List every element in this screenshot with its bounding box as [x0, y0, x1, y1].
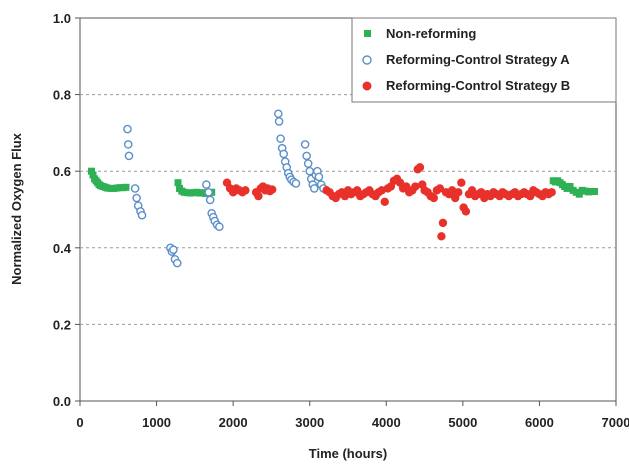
data-point — [310, 184, 319, 193]
x-tick-label: 3000 — [295, 415, 324, 430]
y-tick-label: 0.8 — [53, 88, 71, 103]
x-axis-title: Time (hours) — [309, 446, 388, 461]
data-point — [429, 193, 438, 203]
x-tick-label: 6000 — [525, 415, 554, 430]
data-point — [169, 245, 178, 255]
data-point — [575, 190, 583, 198]
series-2 — [222, 163, 556, 241]
data-point — [302, 151, 311, 161]
series-1 — [123, 109, 328, 268]
data-point — [122, 183, 130, 191]
data-point — [215, 222, 224, 232]
data-point — [241, 186, 250, 195]
x-tick-label: 1000 — [142, 415, 171, 430]
data-point — [267, 185, 277, 194]
data-point — [132, 193, 141, 203]
x-tick-label: 7000 — [602, 415, 629, 430]
y-tick-label: 0.2 — [53, 317, 71, 332]
data-point — [566, 183, 574, 191]
legend-label-strategy-b: Reforming-Control Strategy B — [386, 78, 570, 93]
data-point — [89, 171, 97, 179]
x-tick-label: 2000 — [219, 415, 248, 430]
x-axis-ticks: 0 1000 2000 3000 4000 5000 6000 7000 — [76, 401, 629, 430]
data-point — [254, 191, 263, 201]
data-point — [300, 140, 310, 149]
legend-open-circle-icon — [362, 55, 372, 65]
data-point — [438, 218, 448, 228]
data-point — [130, 184, 140, 193]
data-point — [435, 184, 445, 193]
y-tick-label: 0.6 — [53, 164, 71, 179]
legend-label-non-reforming: Non-reforming — [386, 26, 476, 41]
data-point — [202, 180, 211, 189]
data-point — [591, 187, 599, 195]
data-point — [124, 151, 134, 161]
y-axis-ticks: 0.0 0.2 0.4 0.6 0.8 1.0 — [53, 11, 80, 409]
data-point — [276, 134, 285, 143]
data-point — [415, 163, 425, 172]
data-point — [123, 124, 132, 134]
y-axis-title: Normalized Oxygen Flux — [9, 132, 24, 284]
data-point — [291, 179, 301, 188]
data-point — [137, 210, 147, 220]
data-point — [172, 258, 182, 268]
data-point — [411, 182, 420, 191]
data-point — [174, 179, 182, 187]
data-point — [123, 140, 133, 149]
legend-filled-circle-icon — [362, 81, 372, 91]
data-points — [87, 109, 599, 268]
data-point — [274, 109, 283, 119]
data-point — [303, 159, 313, 168]
legend-square-icon — [364, 30, 371, 37]
data-point — [437, 232, 446, 241]
data-point — [279, 149, 288, 159]
data-point — [87, 167, 95, 175]
series-0 — [87, 167, 599, 198]
x-tick-label: 0 — [76, 415, 83, 430]
x-tick-label: 5000 — [448, 415, 477, 430]
data-point — [380, 197, 389, 207]
y-tick-label: 0.4 — [53, 241, 72, 256]
legend-label-strategy-a: Reforming-Control Strategy A — [386, 52, 570, 67]
data-point — [314, 172, 324, 182]
data-point — [547, 188, 556, 197]
data-point — [454, 188, 463, 197]
legend-box — [351, 17, 617, 103]
data-point — [461, 207, 471, 216]
y-tick-label: 0.0 — [53, 394, 71, 409]
data-point — [205, 195, 215, 205]
legend: Non-reforming Reforming-Control Strategy… — [351, 17, 617, 103]
data-point — [274, 117, 284, 126]
y-tick-label: 1.0 — [53, 11, 71, 26]
x-tick-label: 4000 — [372, 415, 401, 430]
data-point — [204, 187, 213, 197]
data-point — [457, 178, 466, 187]
